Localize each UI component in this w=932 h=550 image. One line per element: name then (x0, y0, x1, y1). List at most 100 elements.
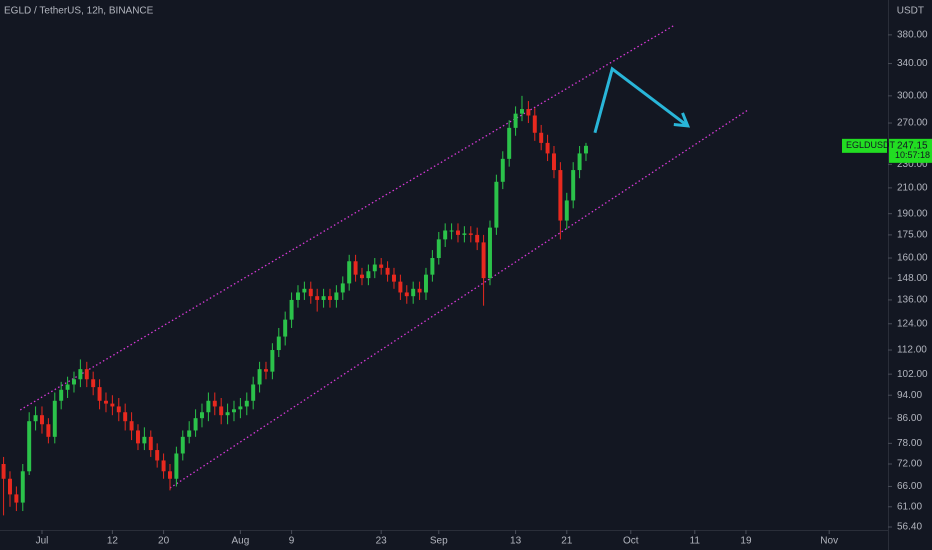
y-tick-label: 380.00 (897, 30, 928, 41)
candle-body (468, 233, 473, 235)
candle-body (488, 227, 492, 279)
candle-body (136, 430, 140, 444)
candle-body (411, 288, 416, 297)
candle-body (1, 464, 6, 479)
candle-body (244, 400, 249, 407)
candle-body (296, 292, 300, 300)
candle-body (449, 230, 454, 232)
x-tick-label: 9 (289, 536, 295, 547)
candle-body (564, 200, 569, 221)
candle-body (168, 471, 172, 479)
candle-body (110, 403, 115, 407)
candle-body (372, 264, 377, 272)
candle-body (14, 494, 19, 503)
candle-body (8, 478, 12, 495)
candle-body (20, 471, 25, 503)
candle-body (72, 379, 76, 385)
y-tick-label: 300.00 (897, 90, 928, 101)
y-tick-label: 56.40 (897, 522, 922, 533)
currency-label: USDT (897, 6, 924, 17)
y-tick-label: 66.00 (897, 481, 922, 492)
candle-body (545, 142, 550, 154)
candle-body (347, 261, 352, 284)
candle-body (59, 389, 64, 401)
candle-body (283, 319, 288, 337)
countdown-label: 10:57:18 (895, 150, 930, 160)
candle-body (558, 170, 563, 221)
candle-body (398, 281, 403, 293)
candle-body (219, 406, 224, 416)
candle-body (584, 145, 588, 154)
candle-body (552, 153, 556, 171)
candle-body (520, 109, 524, 114)
candle-body (360, 274, 364, 279)
candle-body (104, 400, 108, 404)
candle-body (116, 406, 121, 413)
candle-body (174, 453, 179, 479)
candle-body (379, 264, 384, 268)
x-tick-label: 11 (690, 536, 701, 547)
candle-body (353, 261, 358, 275)
candle-body (507, 127, 512, 159)
x-tick-label: 12 (107, 536, 119, 547)
y-tick-label: 270.00 (897, 118, 928, 129)
candle-body (532, 115, 537, 133)
candle-body (526, 109, 531, 116)
candle-body (321, 296, 326, 300)
candle-body (212, 400, 217, 407)
y-tick-label: 340.00 (897, 58, 928, 69)
candle-body (424, 274, 428, 293)
channel-line (19, 24, 676, 411)
candle-body (232, 409, 236, 413)
candle-body (328, 296, 332, 300)
candle-body (52, 400, 57, 437)
candle-body (91, 379, 96, 388)
x-tick-label: Oct (623, 536, 639, 547)
y-tick-label: 112.00 (897, 345, 927, 356)
y-tick-label: 78.00 (897, 438, 922, 449)
candle-body (264, 369, 268, 372)
candle-body (238, 406, 243, 410)
x-tick-label: 13 (510, 536, 522, 547)
candle-body (385, 267, 390, 275)
candle-body (40, 415, 44, 425)
x-tick-label: 23 (376, 536, 388, 547)
candle-body (187, 430, 192, 437)
candle-body (257, 369, 262, 385)
candle-body (443, 230, 448, 240)
arrow-head (673, 112, 691, 128)
candle-body (148, 436, 153, 451)
candle-body (33, 415, 38, 422)
candle-body (142, 436, 147, 444)
y-tick-label: 61.00 (897, 501, 922, 512)
y-tick-label: 86.00 (897, 413, 922, 424)
candle-body (436, 239, 441, 259)
candle-body (161, 460, 166, 472)
candle-body (180, 436, 185, 454)
x-tick-label: Jul (36, 536, 49, 547)
y-tick-label: 94.00 (897, 390, 922, 401)
candle-body (539, 132, 544, 143)
chart-title: EGLD / TetherUS, 12h, BINANCE (4, 6, 154, 17)
last-price-box (889, 138, 932, 163)
x-tick-label: Nov (820, 536, 838, 547)
candle-body (155, 450, 160, 461)
candle-body (340, 283, 345, 293)
y-tick-label: 160.00 (897, 253, 928, 264)
candle-body (65, 384, 70, 390)
candle-body (225, 412, 230, 416)
last-price-label: 247.15 (897, 140, 928, 151)
candle-body (577, 153, 582, 171)
symbol-label: EGLDUSDT (846, 140, 896, 150)
candle-body (270, 350, 275, 372)
y-tick-label: 175.00 (897, 230, 928, 241)
y-tick-label: 210.00 (897, 183, 928, 194)
candle-body (78, 369, 83, 380)
y-tick-label: 72.00 (897, 459, 922, 470)
candle-body (289, 299, 294, 320)
candle-body (392, 274, 396, 282)
y-tick-label: 148.00 (897, 273, 928, 284)
x-tick-label: Aug (231, 536, 249, 547)
